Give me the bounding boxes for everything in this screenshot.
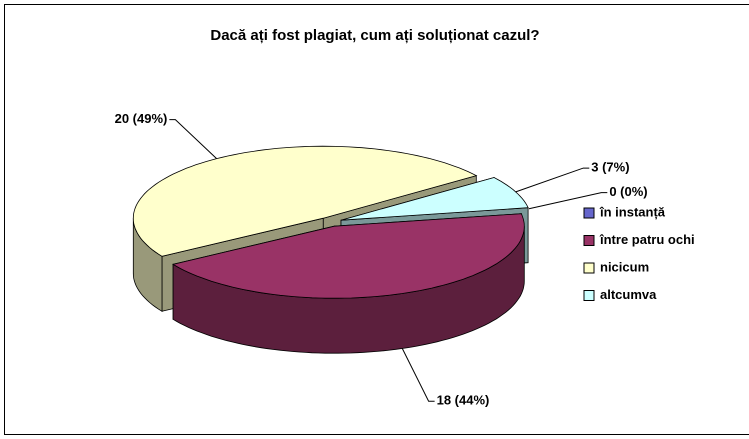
leader-line: [515, 167, 590, 193]
leader-line: [528, 192, 608, 210]
leader-line: [169, 119, 217, 160]
slice: [172, 213, 525, 299]
leader-line: [401, 348, 435, 402]
slice: [340, 177, 529, 221]
legend-swatch: [583, 207, 595, 219]
legend-label: nicicum: [600, 259, 649, 274]
legend-label: în instanță: [599, 204, 666, 219]
legend-swatch: [583, 290, 595, 301]
data-label: 0 (0%): [609, 184, 647, 199]
legend-label: altcumva: [600, 287, 657, 302]
data-label: 20 (49%): [115, 111, 168, 126]
chart-title: Dacă ați fost plagiat, cum ați soluționa…: [210, 27, 539, 44]
legend-swatch: [583, 235, 595, 246]
legend-label: între patru ochi: [599, 232, 695, 247]
legend-swatch: [583, 262, 595, 274]
data-label: 3 (7%): [591, 160, 629, 175]
data-label: 18 (44%): [437, 393, 490, 408]
